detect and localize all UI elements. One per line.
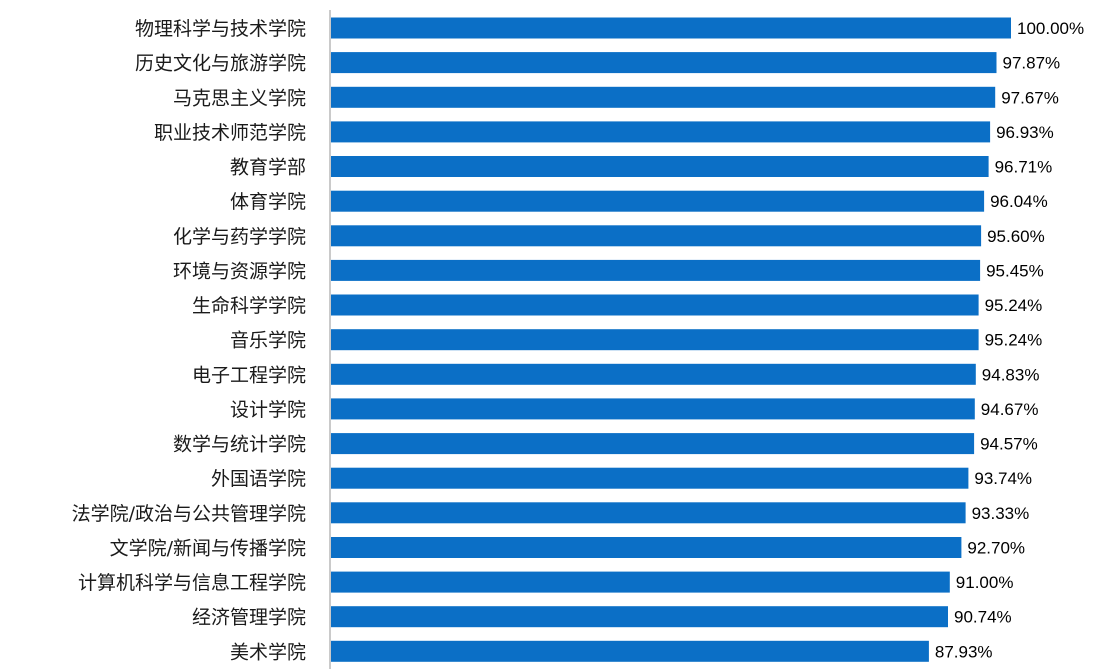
bar [331, 294, 979, 316]
category-label: 马克思主义学院 [173, 87, 306, 109]
value-label: 87.93% [935, 642, 993, 661]
category-label: 历史文化与旅游学院 [135, 53, 306, 75]
bar [331, 86, 996, 108]
value-label: 93.33% [972, 504, 1030, 523]
category-label: 法学院/政治与公共管理学院 [72, 503, 306, 525]
bar [331, 467, 969, 489]
value-label: 96.93% [996, 123, 1054, 142]
value-label: 95.45% [986, 261, 1044, 280]
category-label: 教育学部 [230, 157, 306, 179]
category-label: 化学与药学学院 [173, 226, 306, 248]
bar [331, 537, 962, 558]
category-label: 外国语学院 [211, 468, 306, 490]
bar [331, 571, 950, 593]
category-label: 物理科学与技术学院 [135, 18, 306, 40]
value-labels-group: 100.00% 97.87% 97.67% 96.93% 96.71% 96.04% 95.… [935, 19, 1084, 661]
value-label: 95.24% [985, 296, 1043, 315]
value-label: 95.24% [985, 331, 1043, 350]
value-label: 90.74% [954, 608, 1012, 627]
value-label: 94.83% [982, 365, 1040, 384]
value-label: 96.71% [995, 158, 1053, 177]
value-label: 100.00% [1017, 19, 1084, 38]
category-label: 电子工程学院 [192, 364, 306, 386]
category-label: 环境与资源学院 [173, 260, 306, 282]
bars-group [331, 17, 1011, 662]
value-label: 97.87% [1003, 54, 1061, 73]
value-label: 94.57% [980, 435, 1038, 454]
category-label: 数学与统计学院 [173, 434, 306, 456]
bar [331, 17, 1011, 39]
bar [331, 259, 981, 281]
category-label: 文学院/新闻与传播学院 [110, 538, 306, 560]
value-label: 91.00% [956, 573, 1014, 592]
bar [331, 190, 985, 212]
bar [331, 52, 997, 74]
bar [331, 640, 929, 662]
bar [331, 156, 989, 177]
category-label: 计算机科学与信息工程学院 [78, 572, 306, 594]
bar [331, 606, 948, 628]
bar [331, 398, 975, 420]
value-label: 97.67% [1001, 88, 1059, 107]
bar [331, 502, 966, 524]
bar [331, 363, 976, 385]
category-label: 职业技术师范学院 [154, 122, 306, 144]
bar [331, 329, 979, 351]
category-label: 音乐学院 [230, 330, 306, 352]
value-label: 96.04% [990, 192, 1048, 211]
bar [331, 433, 975, 455]
category-label: 美术学院 [230, 641, 306, 663]
category-labels-group: 物理科学与技术学院历史文化与旅游学院马克思主义学院职业技术师范学院教育学部体育学… [72, 18, 306, 663]
category-label: 体育学院 [230, 191, 306, 213]
value-label: 95.60% [987, 227, 1045, 246]
bar [331, 121, 991, 143]
category-label: 生命科学学院 [192, 295, 306, 317]
category-label: 设计学院 [230, 399, 306, 421]
bar [331, 225, 982, 247]
value-label: 94.67% [981, 400, 1039, 419]
value-label: 92.70% [967, 539, 1025, 558]
category-label: 经济管理学院 [192, 607, 306, 629]
value-label: 93.74% [974, 469, 1032, 488]
